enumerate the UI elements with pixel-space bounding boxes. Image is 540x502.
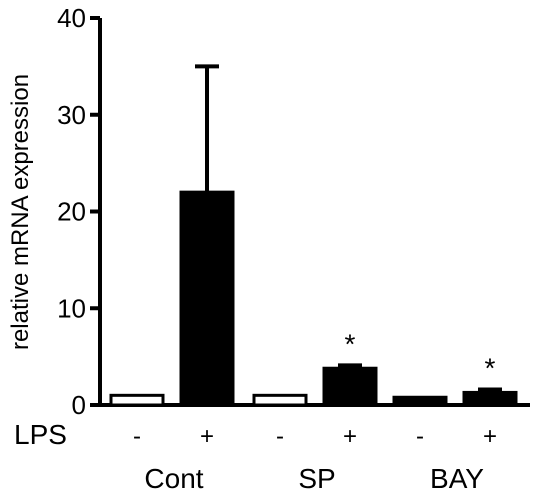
group-label: Cont bbox=[144, 463, 203, 494]
y-tick-label: 40 bbox=[57, 3, 86, 33]
bar bbox=[392, 395, 448, 407]
y-tick-label: 10 bbox=[57, 293, 86, 323]
significance-star: * bbox=[485, 353, 496, 384]
bar bbox=[252, 393, 308, 407]
bars: ** bbox=[109, 64, 518, 407]
group-label: SP bbox=[298, 463, 335, 494]
y-axis-label: relative mRNA expression bbox=[7, 74, 34, 350]
y-axis: 0 10 20 30 40 bbox=[57, 3, 530, 420]
bar bbox=[109, 393, 165, 407]
y-tick-label: 0 bbox=[72, 390, 86, 420]
y-tick-label: 20 bbox=[57, 197, 86, 227]
lps-row-label: LPS bbox=[14, 419, 67, 450]
y-tick-label: 30 bbox=[57, 100, 86, 130]
lps-sign: + bbox=[483, 423, 497, 450]
bar bbox=[179, 190, 235, 407]
lps-sign: - bbox=[276, 423, 284, 450]
group-label: BAY bbox=[430, 463, 484, 494]
lps-sign: + bbox=[200, 423, 214, 450]
lps-sign: + bbox=[343, 423, 357, 450]
bar bbox=[322, 366, 378, 407]
bar bbox=[462, 390, 518, 407]
lps-sign: - bbox=[133, 423, 141, 450]
lps-sign: - bbox=[416, 423, 424, 450]
significance-star: * bbox=[345, 328, 356, 359]
x-axis-labels: LPS - + - + - + Cont SP BAY bbox=[14, 419, 497, 494]
